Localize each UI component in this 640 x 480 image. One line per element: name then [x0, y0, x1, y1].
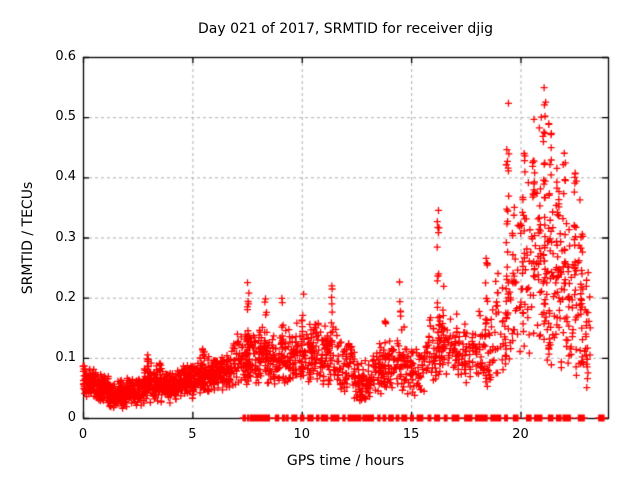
- y-tick-label-0.3: 0.3: [55, 229, 76, 245]
- y-tick-label-0.1: 0.1: [55, 349, 76, 365]
- y-tick-label-0.2: 0.2: [55, 289, 76, 305]
- chart-title: Day 021 of 2017, SRMTID for receiver dji…: [198, 21, 493, 37]
- x-tick-label-0: 0: [78, 427, 88, 442]
- y-tick-label-0.5: 0.5: [55, 109, 76, 125]
- x-axis-label: GPS time / hours: [286, 453, 405, 469]
- x-tick-label-20: 20: [512, 427, 529, 442]
- x-tick-label-5: 5: [188, 427, 197, 442]
- y-tick-label-0.6: 0.6: [55, 49, 76, 64]
- y-tick-label-0.4: 0.4: [55, 169, 76, 185]
- x-tick-label-15: 15: [402, 427, 420, 442]
- y-tick-label-0: 0: [67, 410, 76, 425]
- x-tick-label-10: 10: [293, 427, 311, 442]
